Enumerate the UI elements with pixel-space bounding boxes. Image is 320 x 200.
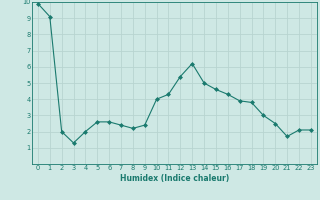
X-axis label: Humidex (Indice chaleur): Humidex (Indice chaleur) [120,174,229,183]
